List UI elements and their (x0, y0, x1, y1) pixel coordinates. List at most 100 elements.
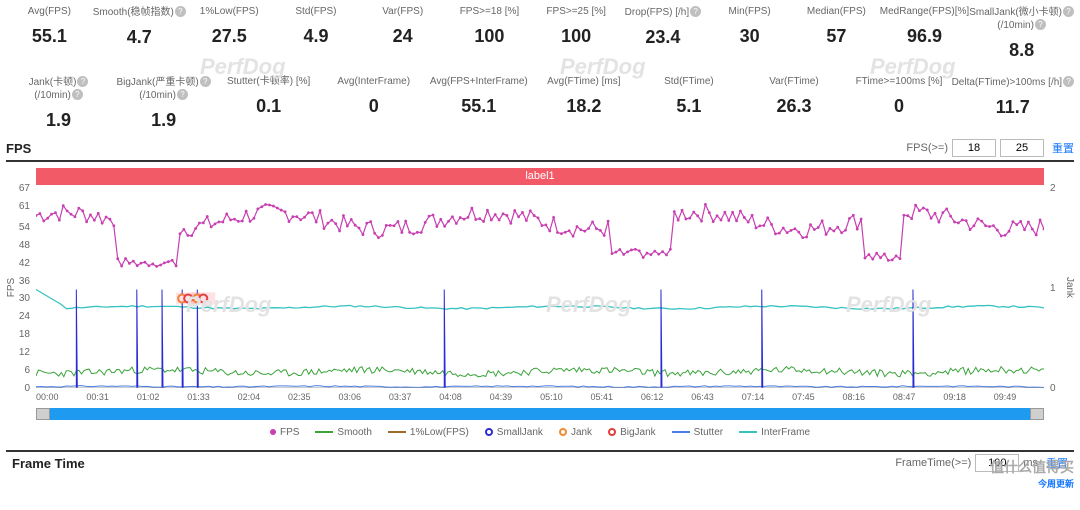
legend-item[interactable]: 1%Low(FPS) (388, 427, 469, 438)
frametime-threshold-label: FrameTime(>=) (895, 457, 971, 469)
metric-cell: SmallJank(微小卡顿)?(/10min)?8.8 (969, 4, 1074, 64)
metric-cell: Avg(FTime) [ms]18.2 (531, 74, 636, 134)
legend-swatch (315, 431, 333, 433)
y-left-tick: 36 (8, 276, 30, 287)
legend-item[interactable]: BigJank (608, 427, 656, 438)
metric-value: 100 (446, 18, 533, 50)
chart-label-bar[interactable]: label1 (36, 168, 1044, 185)
legend-label: Stutter (694, 427, 723, 438)
metric-value: 26.3 (741, 88, 846, 120)
frametime-section-header: Frame Time FrameTime(>=) ms 重置 (6, 450, 1074, 472)
y-left-tick: 12 (8, 347, 30, 358)
help-icon[interactable]: ? (200, 76, 211, 87)
metric-value: 8.8 (969, 32, 1074, 64)
help-icon[interactable]: ? (175, 6, 186, 17)
metric-label: Avg(FTime) [ms] (531, 76, 636, 88)
metric-value: 4.7 (93, 19, 186, 51)
x-tick: 07:14 (742, 392, 792, 406)
fps-reset-link[interactable]: 重置 (1052, 140, 1074, 156)
fps-section-header: FPS FPS(>=) 重置 (0, 136, 1080, 158)
legend-swatch (388, 431, 406, 433)
metric-cell: BigJank(严重卡顿)?(/10min)?1.9 (111, 74, 216, 134)
legend-item[interactable]: Smooth (315, 427, 371, 438)
metric-cell: 1%Low(FPS)27.5 (186, 4, 273, 64)
legend-label: Smooth (337, 427, 371, 438)
metric-sublabel: (/10min)? (111, 89, 216, 102)
legend-item[interactable]: Stutter (672, 427, 723, 438)
legend-swatch (608, 428, 616, 436)
metric-cell: FPS>=25 [%]100 (533, 4, 620, 64)
metric-value: 55.1 (426, 88, 531, 120)
metric-value: 24 (359, 18, 446, 50)
x-tick: 00:31 (86, 392, 136, 406)
metric-cell: FTime>=100ms [%]0 (847, 74, 952, 134)
x-tick: 05:10 (540, 392, 590, 406)
scroll-grip-left[interactable] (36, 408, 50, 420)
fps-threshold-label: FPS(>=) (906, 142, 948, 154)
help-icon[interactable]: ? (690, 6, 701, 17)
legend-item[interactable]: Jank (559, 427, 592, 438)
help-icon[interactable]: ? (1063, 76, 1074, 87)
fps-threshold-input-a[interactable] (952, 139, 996, 157)
y-left-axis: 6761544842363024181260 (8, 188, 30, 388)
metric-value: 0 (321, 88, 426, 120)
metric-label: Std(FTime) (636, 76, 741, 88)
metric-label: Delta(FTime)>100ms [/h]? (952, 76, 1075, 89)
y-left-tick: 30 (8, 293, 30, 304)
metric-value: 27.5 (186, 18, 273, 50)
help-icon[interactable]: ? (1063, 6, 1074, 17)
legend-item[interactable]: SmallJank (485, 427, 543, 438)
x-tick: 05:41 (590, 392, 640, 406)
y-left-tick: 54 (8, 222, 30, 233)
legend-label: 1%Low(FPS) (410, 427, 469, 438)
metric-value: 1.9 (6, 102, 111, 134)
metric-cell: FPS>=18 [%]100 (446, 4, 533, 64)
legend-label: SmallJank (497, 427, 543, 438)
metric-label: Stutter(卡顿率) [%] (216, 76, 321, 88)
metric-label: Var(FPS) (359, 6, 446, 18)
metric-label: SmallJank(微小卡顿)? (969, 6, 1074, 19)
help-icon[interactable]: ? (1035, 19, 1046, 30)
metric-label: Drop(FPS) [/h]? (620, 6, 707, 19)
metrics-row-2: Jank(卡顿)?(/10min)?1.9BigJank(严重卡顿)?(/10m… (6, 74, 1074, 134)
metric-label: Min(FPS) (706, 6, 793, 18)
x-tick: 03:06 (338, 392, 388, 406)
x-tick: 08:16 (843, 392, 893, 406)
x-tick: 07:45 (792, 392, 842, 406)
legend-label: InterFrame (761, 427, 810, 438)
metric-label: FTime>=100ms [%] (847, 76, 952, 88)
metric-value: 23.4 (620, 19, 707, 51)
metric-label: MedRange(FPS)[%] (880, 6, 969, 18)
legend-item[interactable]: FPS (270, 427, 299, 438)
metric-cell: Var(FTime)26.3 (741, 74, 846, 134)
metric-value: 0 (847, 88, 952, 120)
metric-label: Median(FPS) (793, 6, 880, 18)
x-tick: 00:00 (36, 392, 86, 406)
scroll-grip-right[interactable] (1030, 408, 1044, 420)
help-icon[interactable]: ? (177, 89, 188, 100)
metric-cell: Avg(FPS)55.1 (6, 4, 93, 64)
legend-swatch (559, 428, 567, 436)
help-icon[interactable]: ? (77, 76, 88, 87)
legend-item[interactable]: InterFrame (739, 427, 810, 438)
help-icon[interactable]: ? (72, 89, 83, 100)
x-tick: 06:12 (641, 392, 691, 406)
plot-area[interactable] (36, 188, 1044, 388)
metric-label: Avg(FPS+InterFrame) (426, 76, 531, 88)
metric-sublabel: (/10min)? (969, 19, 1074, 32)
x-axis: 00:0000:3101:0201:3302:0402:3503:0603:37… (36, 392, 1044, 406)
legend-swatch (485, 428, 493, 436)
metric-cell: Delta(FTime)>100ms [/h]?11.7 (952, 74, 1075, 134)
fps-threshold-input-b[interactable] (1000, 139, 1044, 157)
metric-cell: Min(FPS)30 (706, 4, 793, 64)
x-tick: 04:39 (490, 392, 540, 406)
metric-value: 11.7 (952, 89, 1075, 121)
metric-cell: MedRange(FPS)[%]96.9 (880, 4, 969, 64)
legend-label: Jank (571, 427, 592, 438)
metric-label: Var(FTime) (741, 76, 846, 88)
metric-cell: Var(FPS)24 (359, 4, 446, 64)
time-scrollbar[interactable] (36, 408, 1044, 420)
metric-label: Smooth(稳帧指数)? (93, 6, 186, 19)
metric-label: Jank(卡顿)? (6, 76, 111, 89)
y-left-tick: 61 (8, 201, 30, 212)
